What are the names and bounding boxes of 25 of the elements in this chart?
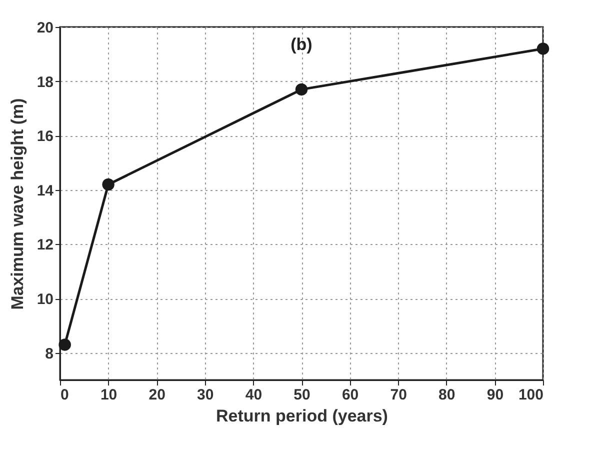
x-tick-label: 0 [60, 386, 69, 404]
y-tick-label: 12 [36, 236, 54, 254]
x-tick-label: 30 [197, 386, 214, 404]
y-tick-label: 10 [36, 291, 54, 308]
x-tick-label: 10 [100, 386, 118, 404]
y-tick-label: 16 [36, 128, 54, 146]
point [102, 178, 114, 191]
y-axis-title: Maximum wave height (m) [8, 98, 27, 310]
x-tick-label: 50 [294, 386, 310, 404]
x-axis-title: Return period (years) [216, 406, 388, 426]
y-tick-label: 18 [36, 74, 54, 91]
point [58, 338, 71, 351]
x-tick-label: 60 [342, 386, 359, 404]
y-tick-label: 8 [45, 345, 54, 362]
y-tick-label: 14 [36, 182, 54, 200]
x-tick-label: 70 [390, 386, 407, 404]
y-tick-label: 20 [36, 20, 54, 36]
x-tick-label: 100 [518, 386, 544, 404]
x-tick-label: 20 [148, 386, 166, 404]
annotation: (b) [290, 35, 312, 54]
x-tick-label: 40 [245, 386, 262, 404]
point [295, 83, 308, 96]
x-tick-label: 90 [486, 386, 504, 404]
point [536, 42, 550, 55]
x-tick-label: 80 [438, 386, 456, 404]
